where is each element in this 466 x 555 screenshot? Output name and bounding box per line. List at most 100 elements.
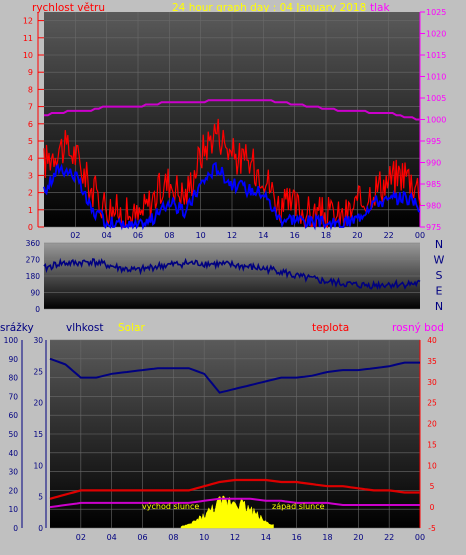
- time-tick-label: 16: [290, 231, 300, 240]
- pressure-tick-label: 1020: [426, 30, 446, 39]
- rain-label: srážky: [0, 322, 34, 334]
- dewpoint-line: [49, 497, 420, 509]
- wind-speed-tick-label: 0: [28, 223, 33, 232]
- pressure-tick-label: 1010: [426, 73, 446, 82]
- compass-label: S: [436, 269, 443, 282]
- solar-area: [180, 495, 274, 529]
- humidity-tick-label: 0: [38, 524, 43, 533]
- climate-series: [49, 357, 420, 529]
- rain-tick-label: 60: [8, 411, 18, 420]
- direction-axis: 0 90 180 270 360: [26, 239, 41, 314]
- pressure-tick-label: 1015: [426, 51, 446, 60]
- temperature-tick-label: 30: [427, 378, 437, 387]
- direction-tick-label: 180: [26, 272, 41, 281]
- wind-speed-tick-label: 5: [28, 137, 33, 146]
- temperature-tick-label: 20: [427, 420, 437, 429]
- pressure-axis: 975 980 985 990 995 1000 1005 1010 1015 1020 1025: [419, 8, 446, 232]
- rain-tick-label: 50: [8, 430, 18, 439]
- wind-speed-label: rychlost větru: [32, 2, 105, 14]
- rain-tick-label: 30: [8, 468, 18, 477]
- time-tick-label: 10: [196, 231, 206, 240]
- wind-speed-tick-label: 6: [28, 120, 33, 129]
- wind-speed-tick-label: 1: [28, 206, 33, 215]
- time-tick-label: 18: [321, 231, 331, 240]
- time-tick-label: 10: [199, 533, 209, 542]
- compass-label: N: [435, 300, 443, 313]
- wind-speed-tick-label: 2: [28, 189, 33, 198]
- wind-speed-tick-label: 3: [28, 171, 33, 180]
- time-tick-label: 00: [415, 231, 425, 240]
- wind-speed-tick-label: 10: [23, 51, 33, 60]
- pressure-tick-label: 985: [426, 180, 441, 189]
- humidity-line: [49, 357, 420, 394]
- wind-time-axis: 02 04 06 08 10 12 14 16 18 20 22 00: [70, 231, 425, 240]
- temperature-tick-label: 0: [430, 503, 435, 512]
- temperature-tick-label: 5: [430, 482, 435, 491]
- time-tick-label: 02: [70, 231, 80, 240]
- humidity-label: vlhkost: [66, 322, 104, 334]
- humidity-tick-label: 10: [33, 461, 43, 470]
- direction-tick-label: 90: [30, 289, 40, 298]
- time-tick-label: 20: [352, 231, 362, 240]
- solar-label: Solar: [118, 322, 145, 334]
- direction-tick-label: 0: [35, 305, 40, 314]
- rain-tick-label: 0: [13, 524, 18, 533]
- temperature-label: teplota: [312, 322, 349, 334]
- time-tick-label: 14: [261, 533, 271, 542]
- time-tick-label: 04: [107, 533, 117, 542]
- time-tick-label: 12: [227, 231, 237, 240]
- time-tick-label: 18: [322, 533, 332, 542]
- rain-axis: 0 10 20 30 40 50 60 70 80 90 100: [4, 336, 23, 533]
- wind-speed-tick-label: 9: [28, 68, 33, 77]
- rain-tick-label: 40: [8, 449, 18, 458]
- temperature-tick-label: 25: [427, 399, 437, 408]
- temperature-line: [49, 478, 420, 500]
- direction-grid: [44, 242, 420, 310]
- time-tick-label: 22: [384, 533, 394, 542]
- humidity-tick-label: 25: [33, 367, 43, 376]
- time-tick-label: 20: [353, 533, 363, 542]
- time-tick-label: 00: [415, 533, 425, 542]
- direction-series: [43, 257, 421, 291]
- temperature-tick-label: 40: [427, 336, 437, 345]
- pressure-tick-label: 980: [426, 202, 441, 211]
- temperature-axis: -5 0 5 10 15 20 25 30 35 40: [419, 336, 437, 533]
- graph-title: 24 hour graph day : 04 January 2018: [172, 2, 366, 14]
- pressure-tick-label: 1025: [426, 8, 446, 17]
- pressure-label: tlak: [370, 2, 390, 14]
- pressure-tick-label: 975: [426, 223, 441, 232]
- rain-tick-label: 80: [8, 374, 18, 383]
- temperature-tick-label: 35: [427, 357, 437, 366]
- humidity-tick-label: 15: [33, 430, 43, 439]
- temperature-tick-label: 10: [427, 461, 437, 470]
- pressure-line: [44, 99, 420, 121]
- temperature-tick-label: 15: [427, 440, 437, 449]
- humidity-axis: 0 5 10 15 20 25 30: [33, 336, 47, 533]
- wind-direction-line: [43, 257, 421, 291]
- compass-label: W: [434, 254, 445, 267]
- pressure-tick-label: 1005: [426, 94, 446, 103]
- time-tick-label: 02: [76, 533, 86, 542]
- direction-tick-label: 270: [26, 256, 41, 265]
- time-tick-label: 22: [384, 231, 394, 240]
- wind-average-line: [43, 161, 421, 231]
- wind-speed-tick-label: 11: [23, 34, 33, 43]
- time-tick-label: 08: [168, 533, 178, 542]
- pressure-tick-label: 990: [426, 159, 441, 168]
- wind-speed-tick-label: 12: [23, 17, 33, 26]
- wind-speed-tick-label: 7: [28, 103, 33, 112]
- time-tick-label: 12: [230, 533, 240, 542]
- rain-tick-label: 100: [4, 336, 19, 345]
- rain-tick-label: 90: [8, 355, 18, 364]
- humidity-tick-label: 20: [33, 399, 43, 408]
- rain-tick-label: 70: [8, 392, 18, 401]
- sunset-annotation: západ slunce: [272, 502, 325, 511]
- direction-tick-label: 360: [26, 239, 41, 248]
- time-tick-label: 14: [258, 231, 268, 240]
- sunrise-annotation: východ slunce: [142, 502, 199, 511]
- pressure-tick-label: 1000: [426, 116, 446, 125]
